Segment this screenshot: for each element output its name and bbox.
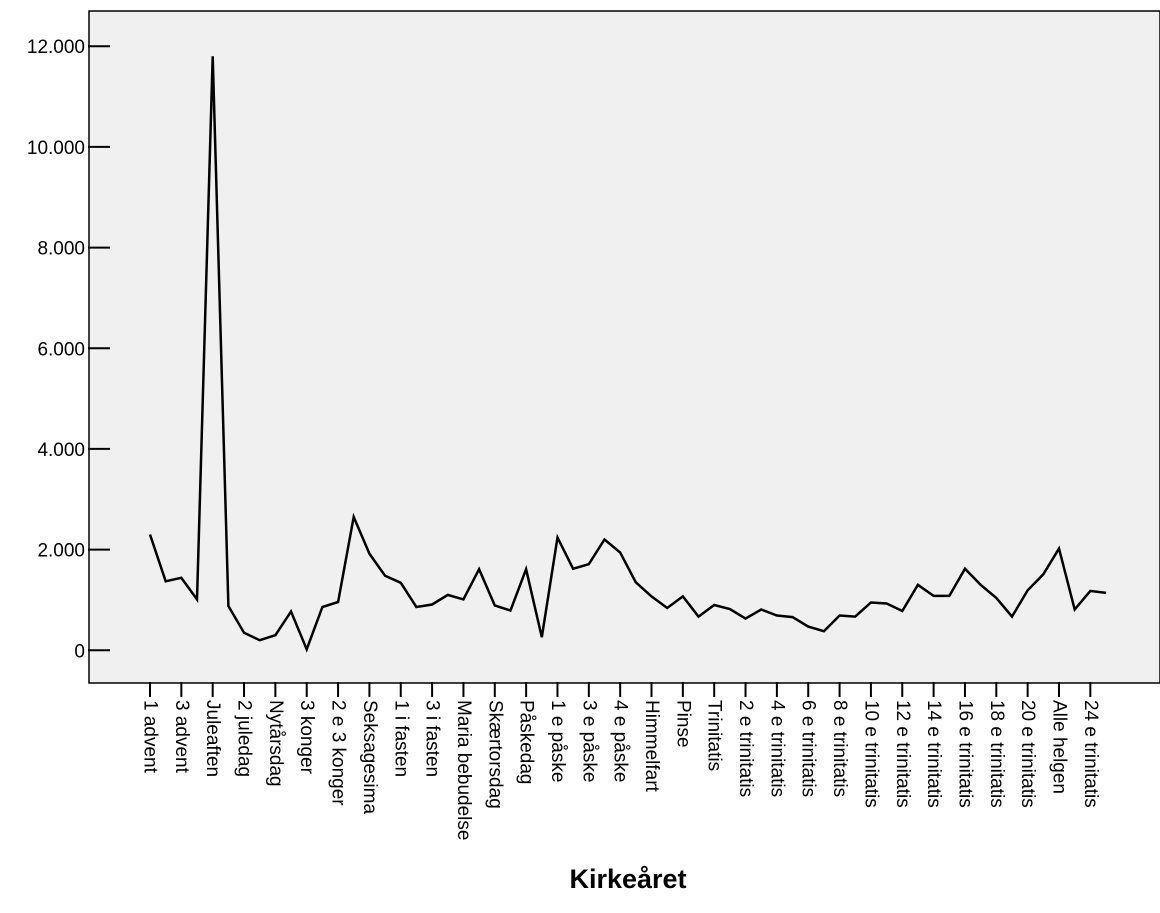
plot-background	[88, 10, 1160, 684]
x-tick-label: 2 e 3 konger	[328, 700, 349, 806]
x-tick-label: 3 advent	[171, 700, 192, 774]
x-tick-label: Alle helgen	[1048, 700, 1069, 794]
x-tick-label: 2 juledag	[234, 700, 255, 777]
x-tick-label: 12 e trinitatis	[892, 700, 913, 808]
x-tick-label: 2 e trinitatis	[735, 700, 756, 797]
x-tick-label: 20 e trinitatis	[1017, 700, 1038, 808]
y-tick-label: 2.000	[37, 541, 85, 562]
x-tick-label: 14 e trinitatis	[923, 700, 944, 808]
y-tick-label: 12.000	[27, 37, 85, 58]
x-tick-label: Maria bebudelse	[453, 700, 474, 840]
y-tick-label: 0	[74, 641, 85, 662]
x-tick-label: Skærtorsdag	[484, 700, 505, 809]
x-tick-label: 10 e trinitatis	[860, 700, 881, 808]
x-tick-label: 6 e trinitatis	[798, 700, 819, 797]
series-line	[148, 56, 1107, 653]
y-tick-label: 6.000	[37, 339, 85, 360]
y-tick-label: 8.000	[37, 239, 85, 260]
x-tick-label: Pinse	[672, 700, 693, 748]
x-tick-label: Trinitatis	[704, 700, 725, 771]
y-tick-label: 4.000	[37, 440, 85, 461]
x-tick-label: 1 e påske	[547, 700, 568, 782]
x-tick-label: Juleaften	[202, 700, 223, 777]
x-tick-label: 18 e trinitatis	[986, 700, 1007, 808]
x-tick-label: 1 i fasten	[390, 700, 411, 777]
x-tick-label: 3 e påske	[578, 700, 599, 782]
x-tick-label: 16 e trinitatis	[954, 700, 975, 808]
x-tick-label: 4 e påske	[610, 700, 631, 782]
x-tick-label: 8 e trinitatis	[829, 700, 850, 797]
series-lines	[148, 56, 1107, 653]
x-tick-label: 3 i fasten	[422, 700, 443, 777]
x-tick-label: Nytårsdag	[265, 700, 286, 787]
y-tick-label: 10.000	[27, 138, 85, 159]
x-axis-title: Kirkeåret	[569, 864, 686, 894]
x-tick-label: 24 e trinitatis	[1080, 700, 1101, 808]
y-axis: 0 2.000 4.000 6.000 8.000 10.000 12.000	[27, 37, 110, 662]
x-tick-label: Himmelfart	[641, 700, 662, 793]
x-tick-label: 3 konger	[296, 700, 317, 775]
x-tick-label: 1 advent	[140, 700, 161, 774]
x-tick-label: 4 e trinitatis	[766, 700, 787, 797]
x-tick-label: Påskedag	[516, 700, 537, 785]
x-axis: 1 advent 3 advent Juleaften 2 juledag Nytårs…	[140, 682, 1101, 840]
x-tick-label: Seksagesima	[359, 700, 380, 814]
